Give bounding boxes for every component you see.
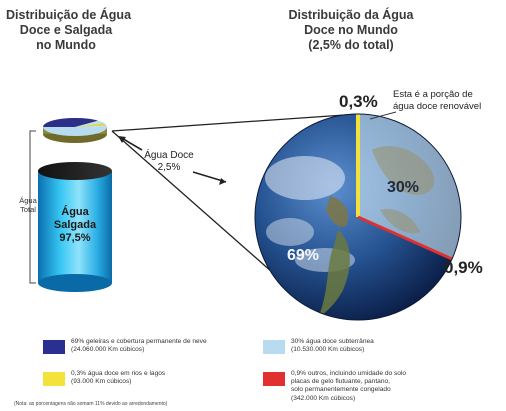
- label-69-percent: 69%: [287, 247, 320, 264]
- total-bracket: [29, 130, 36, 284]
- legend-text-groundwater: 30% água doce subterrânea (10.530.000 Km…: [291, 338, 374, 354]
- right-title: Distribuição da Água Doce no Mundo (2,5%…: [288, 8, 414, 52]
- legend-swatch-groundwater: [263, 340, 285, 354]
- fresh-water-label: Água Doce 2,5%: [144, 150, 194, 173]
- legend-text-other: 0,9% outros, incluindo umidade do solo p…: [291, 370, 407, 402]
- legend-swatch-other: [263, 372, 285, 386]
- salt-water-label: Água Salgada 97,5%: [53, 206, 97, 244]
- salt-water-cylinder: [38, 162, 112, 292]
- fresh-water-disc: [42, 117, 108, 143]
- legend-swatch-rivers-lakes: [43, 372, 65, 386]
- total-water-label: Água Total: [19, 196, 37, 214]
- label-09-percent: 0,9%: [444, 258, 483, 277]
- label-03-percent: 0,3%: [339, 92, 378, 111]
- legend-text-glaciers: 69% geleiras e cobertura permanente de n…: [71, 338, 207, 354]
- label-30-percent: 30%: [387, 179, 420, 196]
- left-title: Distribuição de Água Doce e Salgada no M…: [6, 8, 132, 52]
- renewable-note: Esta é a porção de água doce renovável: [393, 89, 482, 112]
- renewable-arrow: [369, 111, 397, 120]
- footnote: (Nota: as porcentagens não somam 11% dev…: [14, 401, 168, 407]
- globe: [254, 113, 462, 321]
- legend-swatch-glaciers: [43, 340, 65, 354]
- connector-lines: [111, 113, 360, 288]
- fresh-water-arrow: [118, 136, 227, 185]
- legend-text-rivers-lakes: 0,3% água doce em rios e lagos (93.000 K…: [71, 370, 166, 386]
